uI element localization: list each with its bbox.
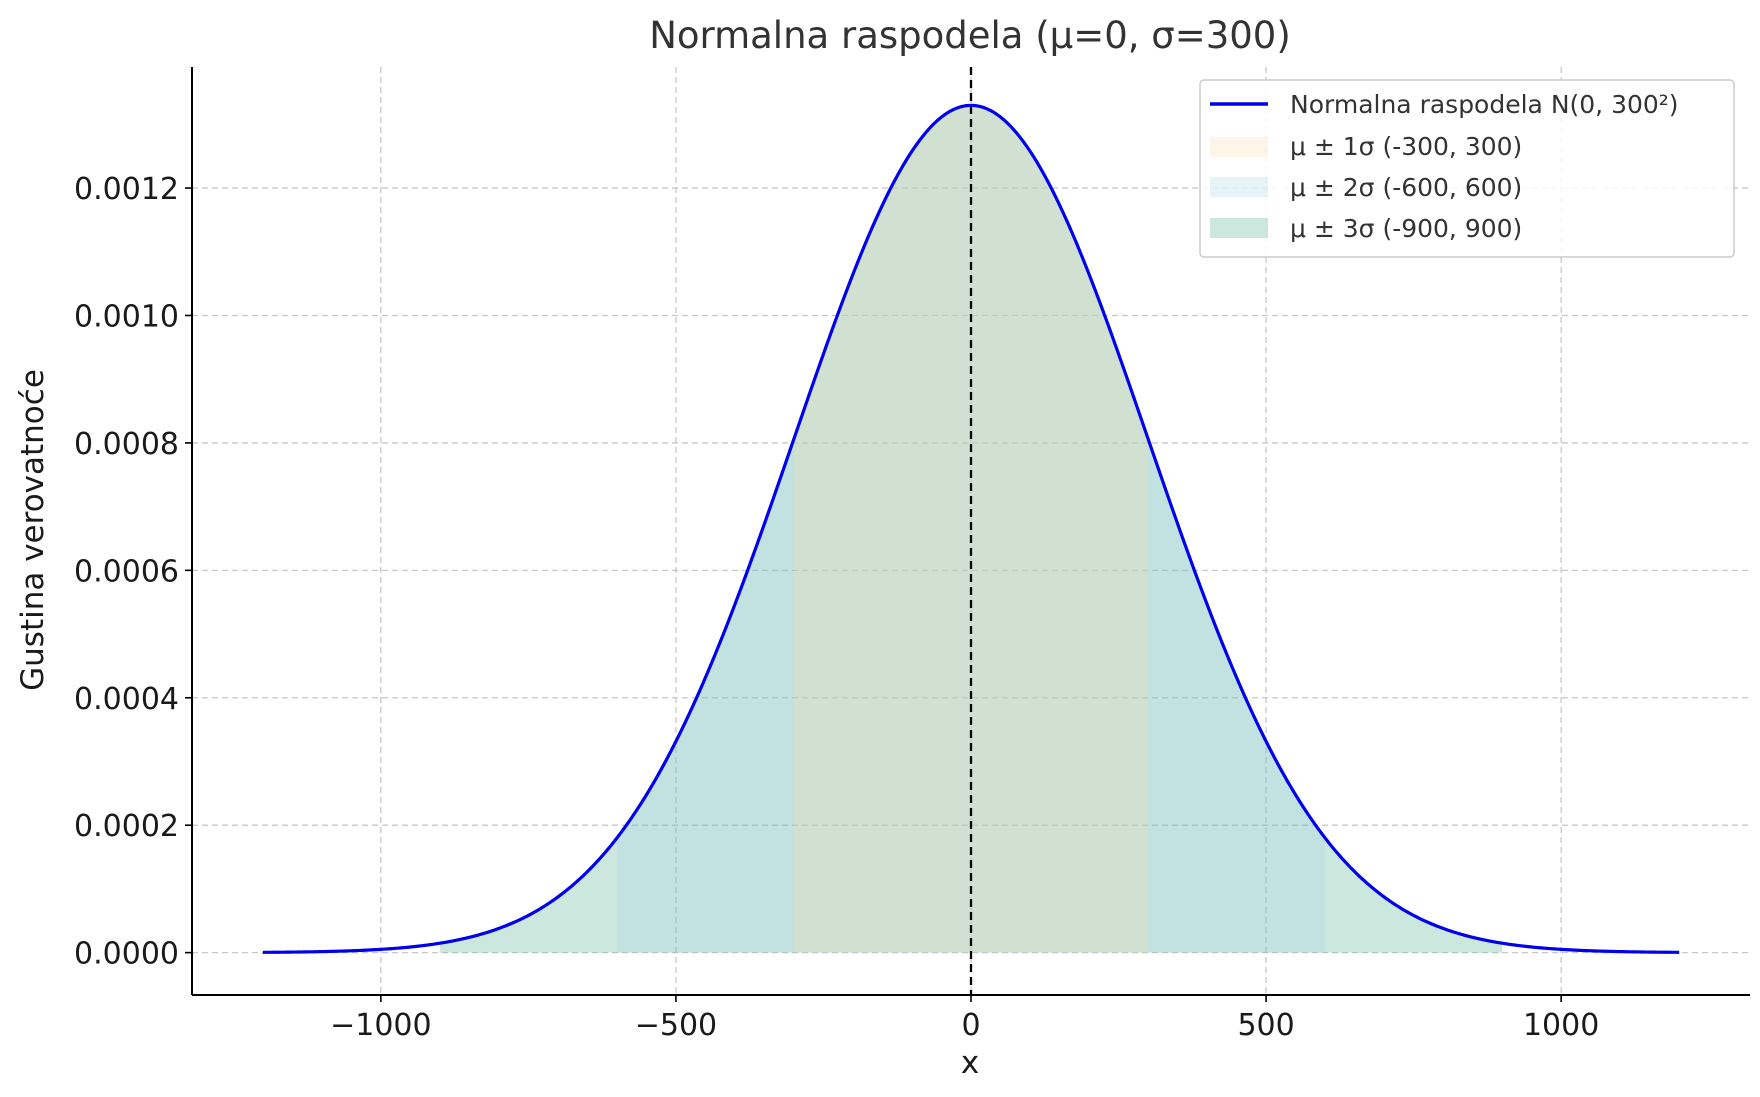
y-tick-label: 0.0010 xyxy=(74,299,179,334)
x-tick-label: 1000 xyxy=(1523,1008,1599,1043)
legend-band-3-swatch xyxy=(1210,218,1268,238)
legend-frame xyxy=(1199,79,1735,258)
legend-band-1-label: μ ± 1σ (-300, 300) xyxy=(1290,132,1522,161)
y-tick-label: 0.0004 xyxy=(74,682,179,717)
y-tick-label: 0.0012 xyxy=(74,172,179,207)
legend: Normalna raspodela N(0, 300²) μ ± 1σ (-3… xyxy=(1199,79,1735,258)
legend-band-1-swatch xyxy=(1210,137,1268,157)
y-tick-label: 0.0006 xyxy=(74,554,179,589)
chart-title: Normalna raspodela (μ=0, σ=300) xyxy=(649,14,1291,57)
y-axis-label: Gustina verovatnoće xyxy=(15,369,51,691)
x-tick-label: −1000 xyxy=(330,1008,431,1043)
legend-band-2-label: μ ± 2σ (-600, 600) xyxy=(1290,173,1522,202)
x-axis-label: x xyxy=(961,1045,979,1081)
legend-band-3-label: μ ± 3σ (-900, 900) xyxy=(1290,214,1522,243)
axes xyxy=(185,67,1750,1002)
y-tick-label: 0.0008 xyxy=(74,427,179,462)
y-tick-label: 0.0002 xyxy=(74,809,179,844)
x-tick-label: 0 xyxy=(961,1008,980,1043)
legend-curve-label: Normalna raspodela N(0, 300²) xyxy=(1290,90,1679,119)
legend-band-2-swatch xyxy=(1210,177,1268,197)
x-tick-label: −500 xyxy=(635,1008,717,1043)
y-tick-label: 0.0000 xyxy=(74,937,179,972)
density-curve-group xyxy=(262,103,1680,954)
x-tick-label: 500 xyxy=(1237,1008,1294,1043)
density-curve xyxy=(262,103,1680,954)
tick-labels: −1000 −500 0 500 1000 0.0000 0.0002 0.0004 0.000… xyxy=(74,172,1599,1043)
